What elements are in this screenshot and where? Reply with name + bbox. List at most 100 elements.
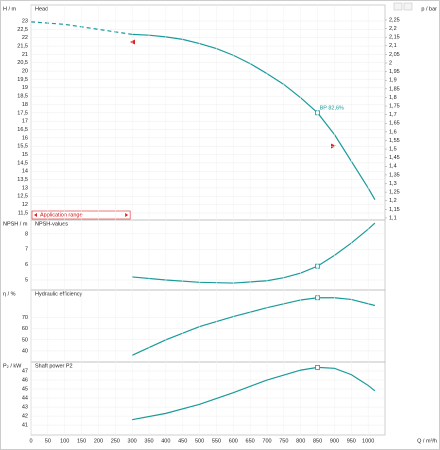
zoom-out-button[interactable] <box>393 2 403 11</box>
panel <box>30 219 386 291</box>
range-arrow <box>34 213 37 217</box>
x-tick-label: 500 <box>195 438 204 444</box>
y2-tick-label: 1,95 <box>389 69 400 75</box>
y-tick-label: 60 <box>22 326 28 332</box>
x-tick-label: 250 <box>111 438 120 444</box>
y2-tick-label: 1,6 <box>389 129 397 135</box>
y-tick-label: 14,5 <box>17 160 28 166</box>
y-tick-label: 41 <box>22 423 28 429</box>
panel <box>30 361 386 436</box>
y-tick-label: 7 <box>25 247 28 253</box>
y2-tick-label: 1,75 <box>389 103 400 109</box>
x-tick-label: 550 <box>212 438 221 444</box>
x-tick-label: 150 <box>77 438 86 444</box>
y2-tick-label: 2,1 <box>389 43 397 49</box>
y-tick-label: 42 <box>22 414 28 420</box>
x-tick-label: 450 <box>178 438 187 444</box>
y-tick-label: 40 <box>22 348 28 354</box>
operating-point-label: BP 82,6% <box>320 105 344 111</box>
y-tick-label: 6 <box>25 262 28 268</box>
y-tick-label: 21,5 <box>17 44 28 50</box>
operating-point <box>315 365 320 370</box>
y2-tick-label: 2,25 <box>389 17 400 23</box>
y-tick-label: 13 <box>22 185 28 191</box>
y2-tick-label: 2,2 <box>389 26 397 32</box>
panel-title: Hydraulic efficiency <box>35 291 83 297</box>
y2-tick-label: 1,4 <box>389 164 397 170</box>
application-range-label: Application range <box>40 212 83 218</box>
panel-title: Shaft power P2 <box>35 363 73 369</box>
y2-tick-label: 1,45 <box>389 155 400 161</box>
x-tick-label: 400 <box>161 438 170 444</box>
y2-tick-label: 1,1 <box>389 215 397 221</box>
y-tick-label: 15,5 <box>17 144 28 150</box>
y-tick-label: 47 <box>22 368 28 374</box>
y2-tick-label: 2,05 <box>389 52 400 58</box>
x-tick-label: 850 <box>313 438 322 444</box>
y-tick-label: 20,5 <box>17 60 28 66</box>
y2-tick-label: 1,25 <box>389 190 400 196</box>
y-tick-label: 8 <box>25 231 28 237</box>
x-tick-label: 700 <box>262 438 271 444</box>
y-axis-label: η / % <box>3 291 16 297</box>
y-tick-label: 50 <box>22 337 28 343</box>
curve <box>132 33 376 200</box>
y2-tick-label: 1,15 <box>389 207 400 213</box>
y-axis-label: P₂ / kW <box>3 363 22 369</box>
y-tick-label: 22 <box>22 35 28 41</box>
expand-button[interactable] <box>403 2 413 11</box>
y2-tick-label: 2,15 <box>389 35 400 41</box>
curve <box>132 366 376 421</box>
y-tick-label: 11,5 <box>18 210 28 216</box>
curve <box>131 297 376 356</box>
y2-tick-label: 1,3 <box>389 181 397 187</box>
y-tick-label: 17,5 <box>17 110 28 116</box>
y2-tick-label: 1,2 <box>389 198 397 204</box>
curve <box>132 222 376 284</box>
x-tick-label: 600 <box>229 438 238 444</box>
y-tick-label: 70 <box>22 315 28 321</box>
y2-tick-label: 1,85 <box>389 86 400 92</box>
y-tick-label: 21 <box>22 52 28 58</box>
y2-tick-label: 1,7 <box>389 112 397 118</box>
panel-title: NPSH-values <box>35 221 68 227</box>
y-tick-label: 44 <box>22 396 28 402</box>
y-axis-label: NPSH / m <box>3 221 28 227</box>
y-tick-label: 12,5 <box>17 194 28 200</box>
x-tick-label: 950 <box>347 438 356 444</box>
y-tick-label: 13,5 <box>17 177 28 183</box>
y-tick-label: 5 <box>25 277 28 283</box>
y-tick-label: 16 <box>22 135 28 141</box>
y-tick-label: 20 <box>22 69 28 75</box>
y2-tick-label: 1,55 <box>389 138 400 144</box>
y2-tick-label: 1,5 <box>389 147 397 153</box>
x-tick-label: 1000 <box>362 438 374 444</box>
y2-tick-label: 2 <box>389 60 392 66</box>
range-arrow <box>125 213 129 217</box>
y-tick-label: 23 <box>22 18 28 24</box>
y-tick-label: 19 <box>22 85 28 91</box>
y2-axis-label: p / bar <box>421 6 437 12</box>
panel-title: Head <box>35 6 48 12</box>
panel <box>30 289 386 363</box>
x-tick-label: 50 <box>45 438 51 444</box>
y-tick-label: 46 <box>22 377 28 383</box>
x-tick-label: 100 <box>60 438 69 444</box>
range-marker <box>130 39 135 45</box>
y-tick-label: 17 <box>22 119 28 125</box>
y2-tick-label: 1,65 <box>389 121 400 127</box>
y-tick-label: 18 <box>22 102 28 108</box>
y2-tick-label: 1,35 <box>389 172 400 178</box>
x-tick-label: 0 <box>29 438 32 444</box>
y-tick-label: 14 <box>22 169 28 175</box>
x-tick-label: 200 <box>94 438 103 444</box>
y-tick-label: 15 <box>22 152 28 158</box>
y2-tick-label: 1,8 <box>389 95 397 101</box>
x-tick-label: 750 <box>279 438 288 444</box>
x-tick-label: 900 <box>330 438 339 444</box>
y2-tick-label: 1,9 <box>389 78 397 84</box>
x-tick-label: 300 <box>128 438 137 444</box>
y-tick-label: 45 <box>22 386 28 392</box>
y-axis-label: H / m <box>3 6 17 12</box>
